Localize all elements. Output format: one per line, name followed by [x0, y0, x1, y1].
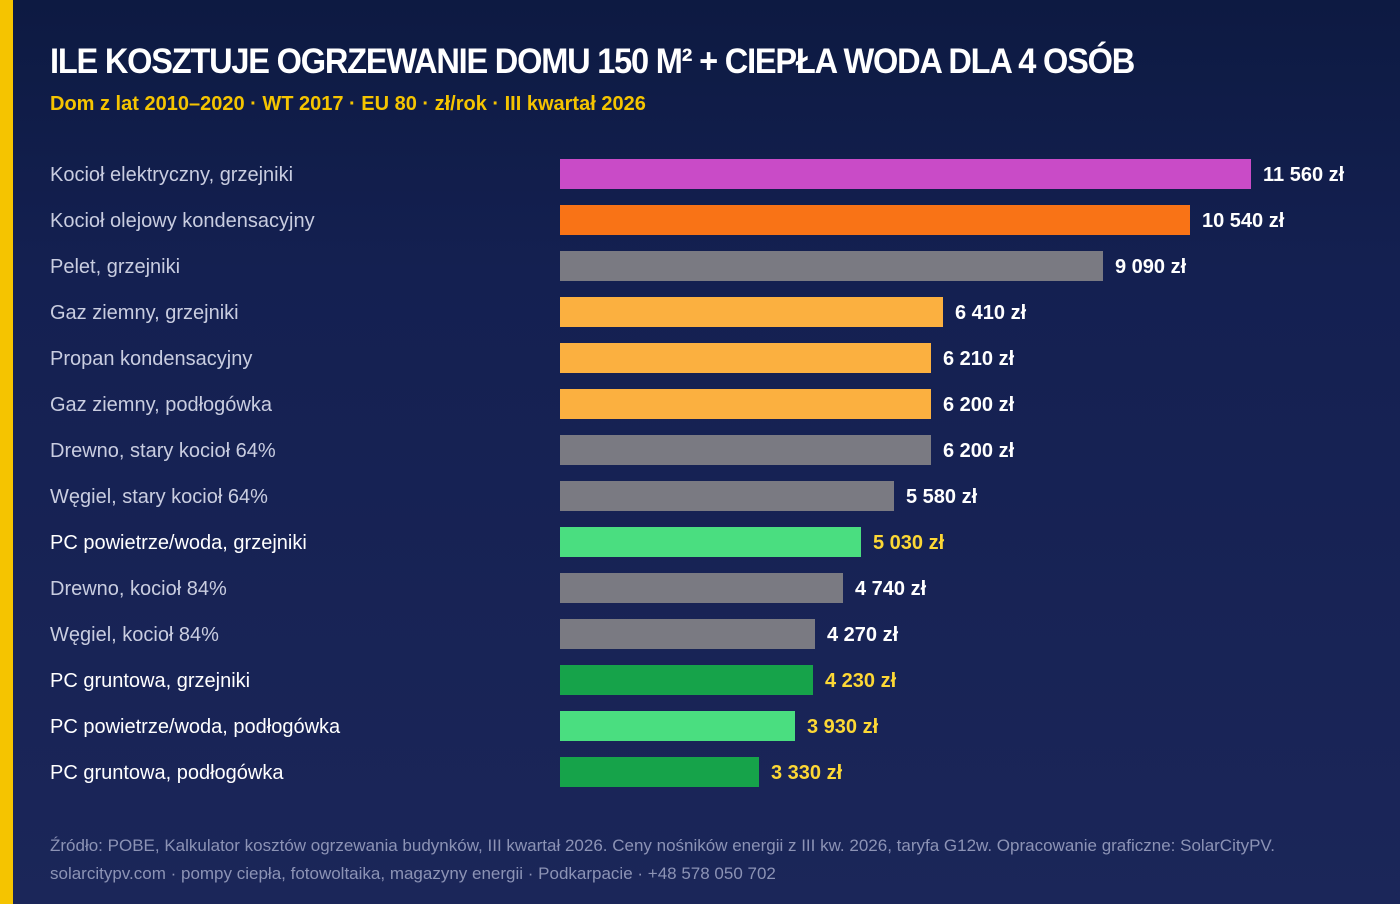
bar — [560, 251, 1103, 281]
value-label: 10 540 zł — [1202, 210, 1285, 232]
category-label: Drewno, kocioł 84% — [50, 578, 227, 600]
bar — [560, 757, 759, 787]
value-label: 6 210 zł — [943, 348, 1015, 370]
category-label: Drewno, stary kocioł 64% — [50, 440, 276, 462]
value-label: 5 030 zł — [873, 532, 945, 554]
category-label: Węgiel, kocioł 84% — [50, 624, 219, 646]
category-label: Gaz ziemny, podłogówka — [50, 394, 273, 416]
footer: Źródło: POBE, Kalkulator kosztów ogrzewa… — [50, 832, 1380, 888]
value-label: 6 200 zł — [943, 394, 1015, 416]
bar-chart: Kocioł elektryczny, grzejniki 11 560 zł Ko… — [50, 159, 1345, 787]
chart-title: ILE KOSZTUJE OGRZEWANIE DOMU 150 M² + CI… — [50, 42, 1135, 81]
value-label: 6 200 zł — [943, 440, 1015, 462]
category-label: PC powietrze/woda, grzejniki — [50, 532, 307, 554]
source-note: Źródło: POBE, Kalkulator kosztów ogrzewa… — [50, 836, 1275, 855]
bar — [560, 297, 943, 327]
value-label: 4 740 zł — [855, 578, 927, 600]
accent-bar — [0, 0, 13, 904]
category-label: Gaz ziemny, grzejniki — [50, 302, 239, 324]
bar — [560, 205, 1190, 235]
value-label: 11 560 zł — [1263, 164, 1345, 186]
category-label: PC powietrze/woda, podłogówka — [50, 716, 341, 738]
category-label: PC gruntowa, podłogówka — [50, 762, 284, 784]
value-label: 9 090 zł — [1115, 256, 1187, 278]
category-label: Węgiel, stary kocioł 64% — [50, 486, 268, 508]
bar — [560, 481, 894, 511]
bar — [560, 527, 861, 557]
bar — [560, 711, 795, 741]
category-label: Propan kondensacyjny — [50, 348, 252, 370]
bar — [560, 573, 843, 603]
value-label: 6 410 zł — [955, 302, 1027, 324]
category-label: Kocioł elektryczny, grzejniki — [50, 164, 293, 186]
bar — [560, 389, 931, 419]
value-label: 3 330 zł — [771, 762, 843, 784]
category-label: Pelet, grzejniki — [50, 256, 180, 278]
value-label: 3 930 zł — [807, 716, 879, 738]
bar — [560, 665, 813, 695]
category-label: Kocioł olejowy kondensacyjny — [50, 210, 315, 232]
value-label: 4 270 zł — [827, 624, 899, 646]
bar — [560, 159, 1251, 189]
value-label: 5 580 zł — [906, 486, 978, 508]
contact-line: solarcitypv.com · pompy ciepła, fotowolt… — [50, 864, 776, 883]
bar — [560, 435, 931, 465]
category-label: PC gruntowa, grzejniki — [50, 670, 250, 692]
value-label: 4 230 zł — [825, 670, 897, 692]
chart-subtitle: Dom z lat 2010–2020 · WT 2017 · EU 80 · … — [50, 93, 646, 115]
bar — [560, 343, 931, 373]
bar — [560, 619, 815, 649]
